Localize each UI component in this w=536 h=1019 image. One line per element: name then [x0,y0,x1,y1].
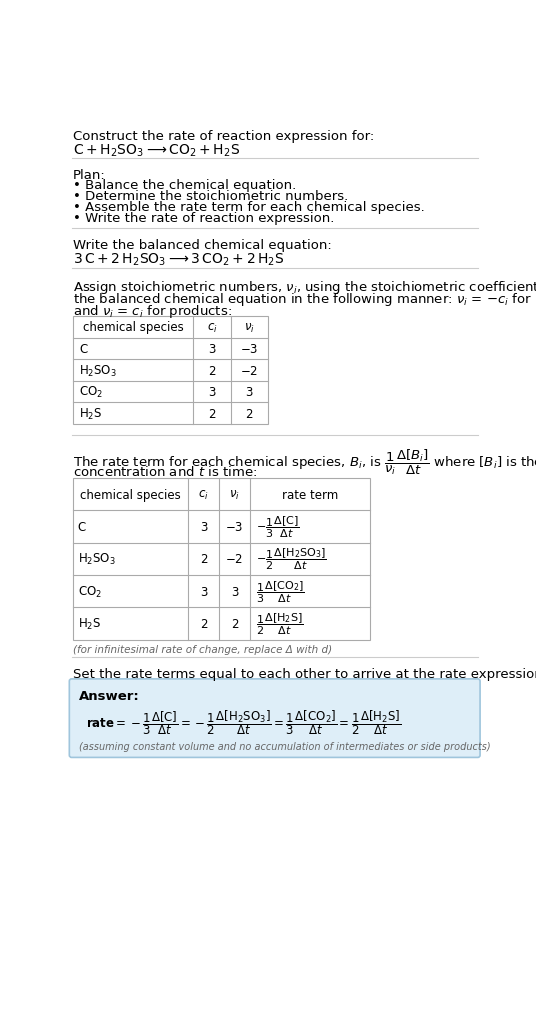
Text: $\mathrm{H_2SO_3}$: $\mathrm{H_2SO_3}$ [79,363,117,378]
Text: concentration and $t$ is time:: concentration and $t$ is time: [73,465,257,479]
Text: $\mathrm{CO_2}$: $\mathrm{CO_2}$ [79,385,103,399]
Text: $-\dfrac{1}{2}\dfrac{\Delta [\mathrm{H_2SO_3}]}{\Delta t}$: $-\dfrac{1}{2}\dfrac{\Delta [\mathrm{H_2… [256,546,327,572]
Bar [73,317,267,425]
Text: $\dfrac{1}{2}\dfrac{\Delta [\mathrm{H_2S}]}{\Delta t}$: $\dfrac{1}{2}\dfrac{\Delta [\mathrm{H_2S… [256,611,304,637]
FancyBboxPatch shape [69,680,480,758]
Text: $\mathit{c_i}$: $\mathit{c_i}$ [206,321,217,334]
Text: (assuming constant volume and no accumulation of intermediates or side products): (assuming constant volume and no accumul… [79,742,491,751]
Text: the balanced chemical equation in the following manner: $\mathit{\nu_i}$ = $-\ma: the balanced chemical equation in the fo… [73,290,536,308]
Text: 3: 3 [209,342,215,356]
Text: C: C [78,521,86,533]
Text: $-2$: $-2$ [225,552,243,566]
Text: $-3$: $-3$ [225,521,243,533]
Text: Write the balanced chemical equation:: Write the balanced chemical equation: [73,239,332,252]
Text: $\mathrm{H_2S}$: $\mathrm{H_2S}$ [78,616,101,632]
Text: 3: 3 [209,386,215,398]
Text: The rate term for each chemical species, $B_i$, is $\dfrac{1}{\nu_i}\dfrac{\Delt: The rate term for each chemical species,… [73,447,536,477]
Text: Construct the rate of reaction expression for:: Construct the rate of reaction expressio… [73,130,375,143]
Text: $\mathit{c_i}$: $\mathit{c_i}$ [198,488,209,501]
Text: 2: 2 [245,408,253,420]
Text: chemical species: chemical species [80,488,181,501]
Text: 3: 3 [200,521,207,533]
Text: C: C [79,342,88,356]
Text: 3: 3 [200,585,207,598]
Text: $\dfrac{1}{3}\dfrac{\Delta [\mathrm{CO_2}]}{\Delta t}$: $\dfrac{1}{3}\dfrac{\Delta [\mathrm{CO_2… [256,579,305,604]
Text: • Balance the chemical equation.: • Balance the chemical equation. [73,179,296,193]
Text: $\mathbf{rate} = -\dfrac{1}{3}\dfrac{\Delta [\mathrm{C}]}{\Delta t} = -\dfrac{1}: $\mathbf{rate} = -\dfrac{1}{3}\dfrac{\De… [86,707,401,737]
Text: Plan:: Plan: [73,168,106,181]
Text: rate term: rate term [282,488,338,501]
Text: 2: 2 [199,552,207,566]
Text: $\mathrm{3\,C + 2\,H_2SO_3 \longrightarrow 3\,CO_2 + 2\,H_2S}$: $\mathrm{3\,C + 2\,H_2SO_3 \longrightarr… [73,252,285,268]
Text: $\mathrm{CO_2}$: $\mathrm{CO_2}$ [78,584,102,599]
Text: • Write the rate of reaction expression.: • Write the rate of reaction expression. [73,212,334,224]
Text: $-\dfrac{1}{3}\dfrac{\Delta [\mathrm{C}]}{\Delta t}$: $-\dfrac{1}{3}\dfrac{\Delta [\mathrm{C}]… [256,515,300,540]
Text: 2: 2 [230,618,238,631]
Bar [73,479,370,640]
Text: 2: 2 [208,364,215,377]
Text: • Determine the stoichiometric numbers.: • Determine the stoichiometric numbers. [73,190,348,203]
Text: $\mathrm{C + H_2SO_3 \longrightarrow CO_2 + H_2S}$: $\mathrm{C + H_2SO_3 \longrightarrow CO_… [73,143,240,159]
Text: 3: 3 [230,585,238,598]
Text: Assign stoichiometric numbers, $\mathit{\nu_i}$, using the stoichiometric coeffi: Assign stoichiometric numbers, $\mathit{… [73,279,536,297]
Text: 3: 3 [245,386,253,398]
Text: 2: 2 [208,408,215,420]
Text: (for infinitesimal rate of change, replace Δ with d): (for infinitesimal rate of change, repla… [73,645,332,654]
Text: $-3$: $-3$ [240,342,258,356]
Text: chemical species: chemical species [83,321,184,334]
Text: $\mathit{\nu_i}$: $\mathit{\nu_i}$ [229,488,240,501]
Text: and $\mathit{\nu_i}$ = $\mathit{c_i}$ for products:: and $\mathit{\nu_i}$ = $\mathit{c_i}$ fo… [73,303,232,319]
Text: Answer:: Answer: [79,689,140,702]
Text: $-2$: $-2$ [240,364,258,377]
Text: 2: 2 [199,618,207,631]
Text: $\mathrm{H_2SO_3}$: $\mathrm{H_2SO_3}$ [78,551,116,567]
Text: • Assemble the rate term for each chemical species.: • Assemble the rate term for each chemic… [73,201,425,214]
Text: Set the rate terms equal to each other to arrive at the rate expression:: Set the rate terms equal to each other t… [73,667,536,681]
Text: $\mathrm{H_2S}$: $\mathrm{H_2S}$ [79,407,103,422]
Text: $\mathit{\nu_i}$: $\mathit{\nu_i}$ [244,321,255,334]
